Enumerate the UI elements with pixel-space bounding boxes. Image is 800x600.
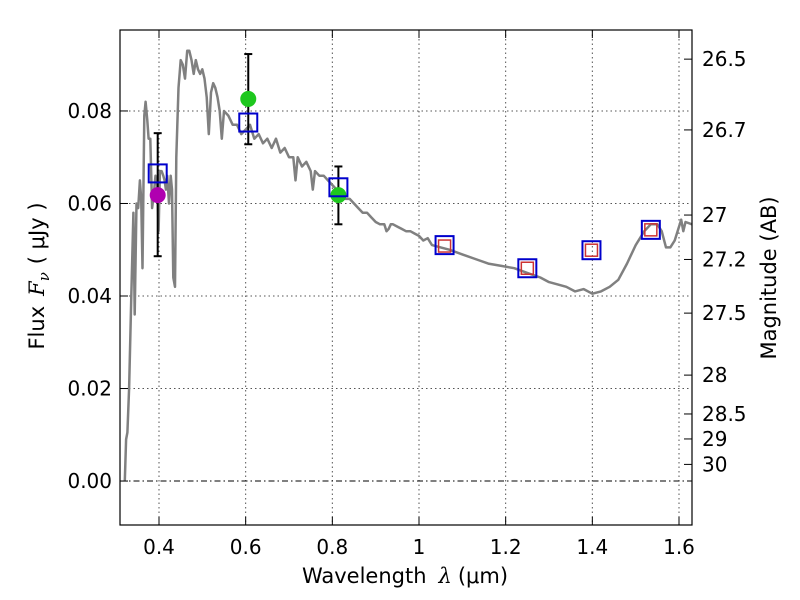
model-photometry-square: [434, 235, 455, 256]
plot-frame: [119, 29, 693, 526]
y-tick-label: 0.00: [67, 469, 112, 493]
photometry-circle: [149, 187, 166, 204]
y-tick-label: 0.02: [67, 377, 112, 401]
photometry-circle: [330, 187, 347, 204]
model-photometry-square: [517, 258, 538, 279]
x-tick-label: 1.6: [663, 535, 695, 559]
x-tick-label: 1: [413, 535, 426, 559]
mag-tick-label: 30: [702, 452, 727, 476]
mag-tick-label: 27.5: [702, 301, 747, 325]
photometry-marks: [147, 53, 661, 279]
model-photometry-square: [238, 112, 259, 133]
y-axis-label: FluxFν( μJy ): [25, 202, 53, 349]
x-axis-label: Wavelength λ (μm): [302, 564, 508, 588]
model-photometry-square: [640, 219, 661, 240]
model-inner-square: [584, 243, 599, 257]
axis-ticks: 0.4 0.6 0.8 1 1.2 1.4 1.6 0.00 0.02 0.04 0.06 0.08 2…: [67, 30, 747, 559]
model-photometry-square: [581, 240, 602, 261]
model-inner-square: [520, 261, 535, 275]
right-axis-label: Magnitude (AB): [757, 196, 781, 359]
y-tick-label: 0.04: [67, 284, 112, 308]
grid-lines: [120, 30, 692, 525]
mag-tick-label: 28: [702, 363, 727, 387]
photometry-circle: [240, 90, 257, 107]
mag-tick-label: 29: [702, 427, 727, 451]
mag-tick-label: 27: [702, 203, 727, 227]
mag-tick-label: 27.2: [702, 247, 747, 271]
x-tick-label: 0.6: [230, 535, 262, 559]
mag-tick-label: 28.5: [702, 402, 747, 426]
mag-tick-label: 26.7: [702, 118, 747, 142]
model-inner-square: [644, 223, 658, 237]
x-tick-label: 0.8: [316, 535, 348, 559]
x-tick-label: 1.2: [490, 535, 522, 559]
mag-tick-label: 26.5: [702, 47, 747, 71]
y-tick-label: 0.08: [67, 99, 112, 123]
model-photometry-square: [147, 163, 168, 184]
y-tick-label: 0.06: [67, 191, 112, 215]
model-photometry-square: [328, 177, 349, 198]
x-tick-label: 1.4: [576, 535, 608, 559]
sed-model-line: [123, 49, 692, 482]
x-tick-label: 0.4: [143, 535, 175, 559]
model-inner-square: [437, 239, 452, 253]
